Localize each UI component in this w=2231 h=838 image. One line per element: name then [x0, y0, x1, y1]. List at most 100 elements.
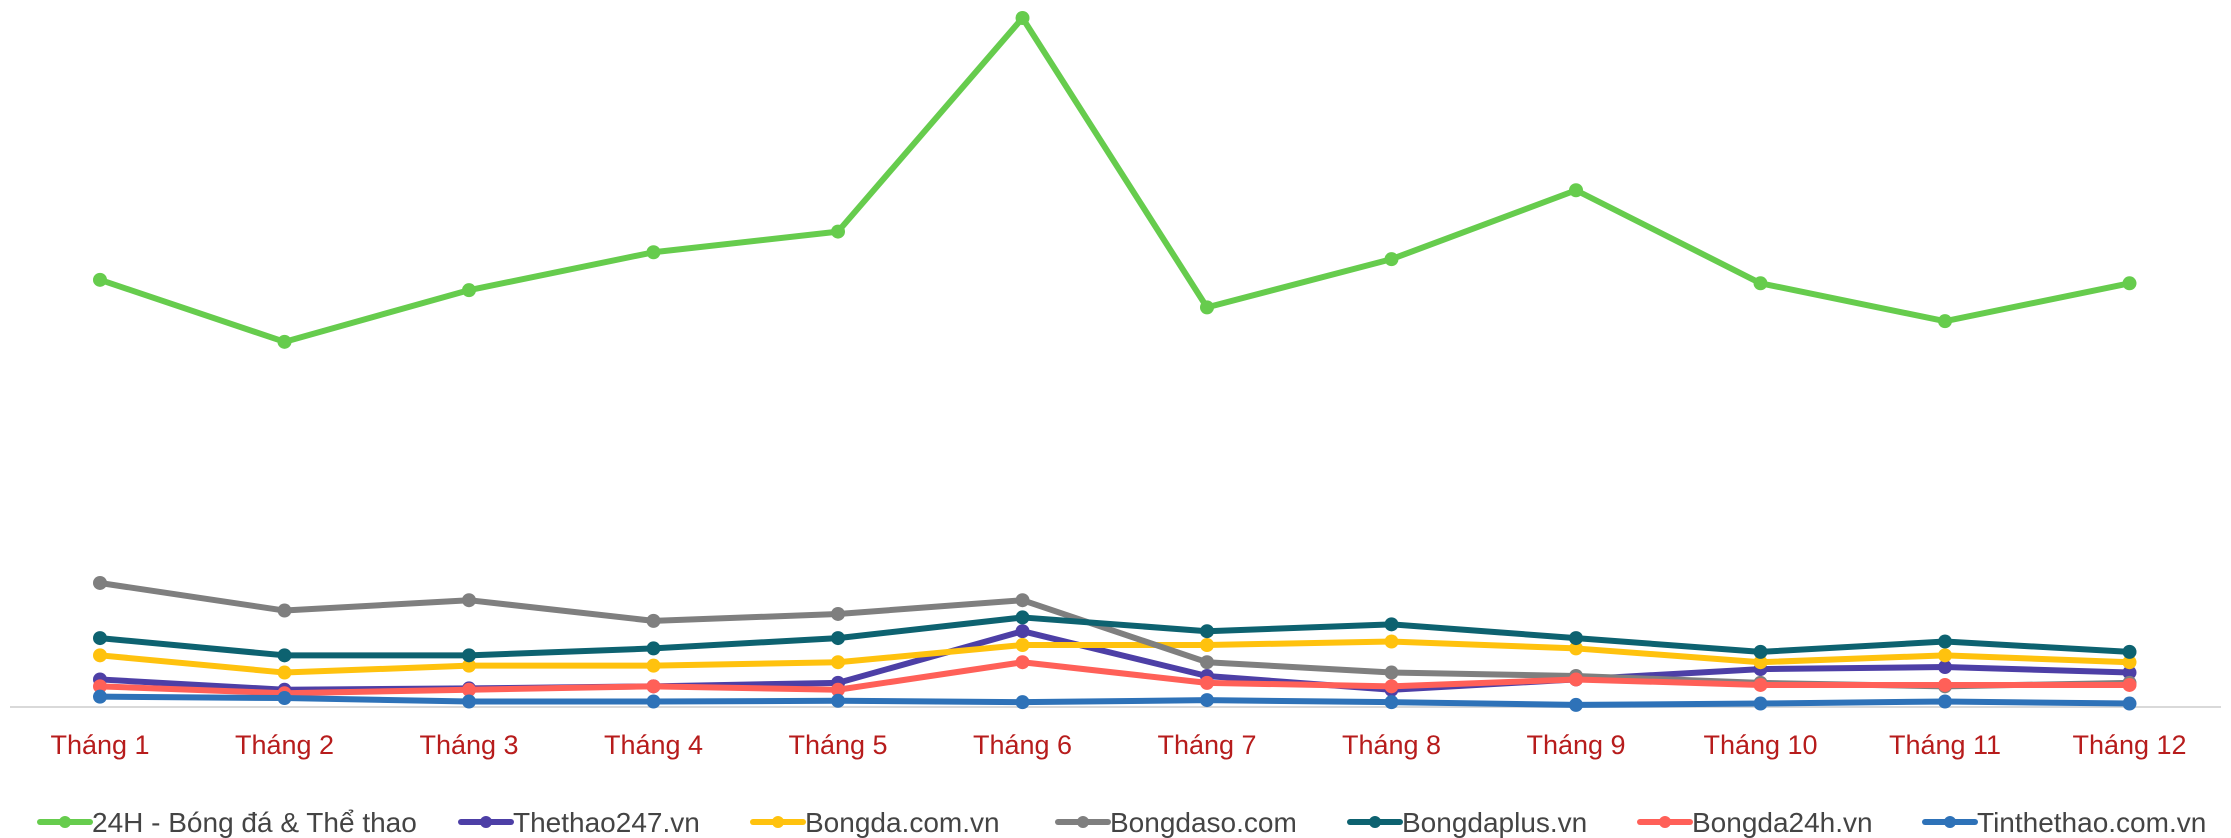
data-point	[646, 679, 661, 694]
legend-swatch-marker	[480, 816, 492, 828]
data-point	[646, 641, 661, 656]
data-point	[93, 679, 107, 694]
legend-label: Thethao247.vn	[513, 807, 700, 838]
data-point	[646, 694, 661, 709]
x-tick-label: Tháng 9	[1526, 730, 1625, 760]
legend-swatch-marker	[1369, 816, 1381, 828]
x-tick-label: Tháng 8	[1342, 730, 1441, 760]
data-point	[831, 693, 845, 708]
data-point	[1384, 679, 1399, 694]
data-point	[1938, 660, 1952, 675]
data-point	[93, 272, 107, 287]
legend-swatch-marker	[772, 816, 784, 828]
data-point	[277, 603, 292, 618]
data-point	[646, 613, 661, 628]
x-tick-label: Tháng 2	[235, 730, 334, 760]
data-point	[462, 648, 476, 663]
data-point	[831, 606, 845, 621]
x-tick-label: Tháng 3	[419, 730, 518, 760]
x-tick-label: Tháng 1	[50, 730, 149, 760]
data-point	[1384, 695, 1399, 710]
data-point	[462, 694, 476, 709]
data-point	[277, 648, 292, 663]
data-point	[1384, 665, 1399, 680]
data-point	[1569, 641, 1583, 656]
data-point	[1753, 276, 1768, 291]
data-point	[2122, 644, 2137, 659]
x-tick-label: Tháng 4	[604, 730, 703, 760]
data-point	[2122, 655, 2137, 670]
data-point	[1384, 617, 1399, 632]
legend-swatch-marker	[1077, 816, 1089, 828]
data-point	[277, 691, 292, 706]
data-point	[1015, 695, 1030, 710]
data-point	[93, 575, 107, 590]
legend-label: Bongda24h.vn	[1692, 807, 1873, 838]
data-point	[1015, 593, 1030, 608]
data-point	[2122, 677, 2137, 692]
data-point	[462, 283, 476, 298]
data-point	[1200, 300, 1214, 315]
data-point	[1384, 634, 1399, 649]
data-point	[1200, 637, 1214, 652]
data-point	[831, 631, 845, 646]
series-7	[93, 689, 2137, 712]
data-point	[1753, 677, 1768, 692]
data-point	[646, 245, 661, 260]
legend-label: Bongda.com.vn	[805, 807, 1000, 838]
legend-swatch-marker	[1944, 816, 1956, 828]
x-tick-label: Tháng 7	[1157, 730, 1256, 760]
data-point	[462, 593, 476, 608]
data-point	[462, 658, 476, 673]
legend-item: Tinthethao.com.vn	[1922, 807, 2206, 838]
x-tick-labels: Tháng 1 Tháng 2 Tháng 3 Tháng 4 Tháng 5 Tháng…	[50, 730, 2186, 760]
legend-label: 24H - Bóng đá & Thể thao	[92, 807, 417, 838]
series-1	[93, 11, 2137, 349]
data-point	[831, 682, 845, 697]
legend-item: Bongda.com.vn	[750, 807, 1000, 838]
data-point	[1015, 610, 1030, 625]
data-point	[646, 658, 661, 673]
legend-label: Tinthethao.com.vn	[1977, 807, 2206, 838]
data-point	[831, 224, 845, 239]
data-point	[1200, 693, 1214, 708]
data-point	[1200, 624, 1214, 639]
data-point	[1569, 672, 1583, 687]
x-tick-label: Tháng 5	[788, 730, 887, 760]
data-point	[1015, 655, 1030, 670]
series-3	[93, 634, 2137, 680]
legend-item: Thethao247.vn	[458, 807, 700, 838]
data-point	[1938, 694, 1952, 709]
data-point	[1753, 644, 1768, 659]
data-point	[1753, 655, 1768, 670]
data-point	[1200, 675, 1214, 690]
series-line	[97, 614, 2133, 659]
data-point	[277, 665, 292, 680]
data-point	[93, 631, 107, 646]
data-point	[2122, 276, 2137, 291]
data-point	[1015, 11, 1030, 25]
data-point	[277, 334, 292, 349]
data-point	[1938, 634, 1952, 649]
legend-label: Bongdaso.com	[1110, 807, 1297, 838]
x-tick-label: Tháng 12	[2072, 730, 2186, 760]
data-point	[2122, 696, 2137, 711]
legend-item: Bongda24h.vn	[1637, 807, 1873, 838]
data-point	[1569, 631, 1583, 646]
data-point	[831, 655, 845, 670]
series-line	[97, 659, 2133, 697]
data-point	[1015, 624, 1030, 639]
data-point	[1015, 637, 1030, 652]
data-point	[93, 689, 107, 704]
series-line	[97, 638, 2133, 676]
series-5	[93, 610, 2137, 663]
legend-item: Bongdaso.com	[1055, 807, 1297, 838]
data-point	[1938, 648, 1952, 663]
legend-label: Bongdaplus.vn	[1402, 807, 1587, 838]
legend: 24H - Bóng đá & Thể thao Thethao247.vn Bon…	[37, 807, 2206, 838]
data-point	[1384, 252, 1399, 267]
x-tick-label: Tháng 11	[1889, 730, 2001, 760]
data-point	[93, 648, 107, 663]
series-layer	[93, 11, 2137, 712]
